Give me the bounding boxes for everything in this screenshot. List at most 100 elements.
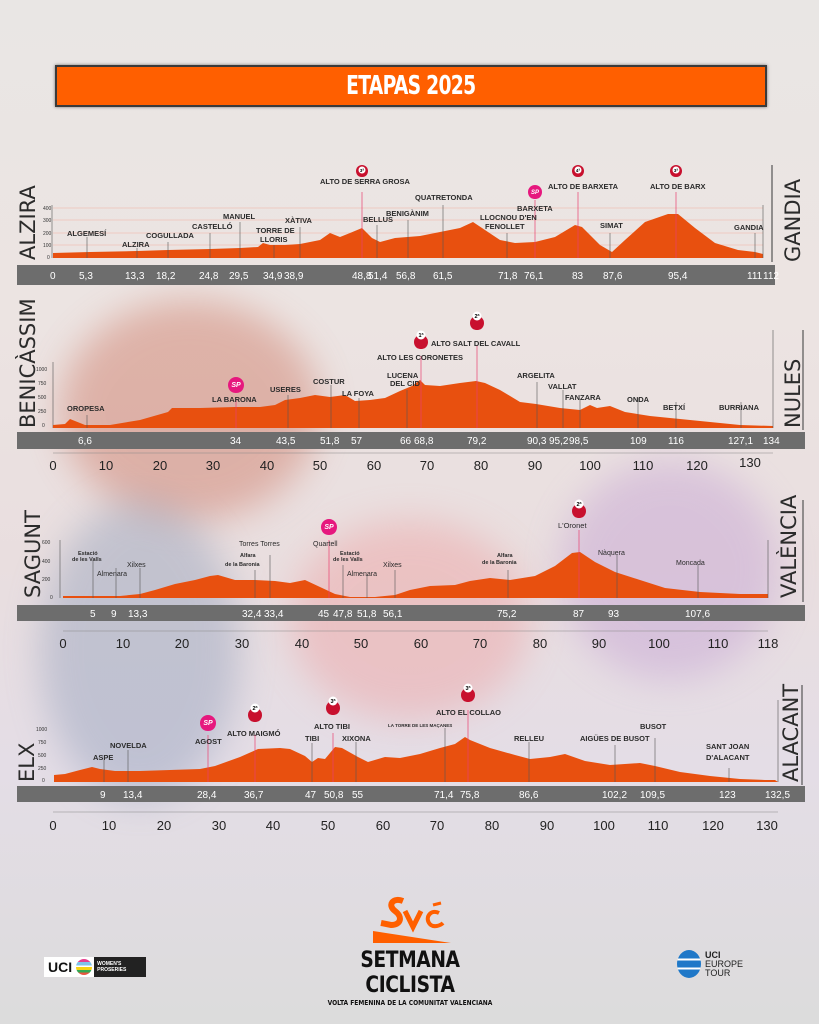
svg-text:71,4: 71,4 <box>434 790 454 801</box>
svg-text:57: 57 <box>351 436 363 447</box>
km-bar <box>17 265 775 285</box>
svg-text:NOVELDA: NOVELDA <box>110 741 147 750</box>
svg-text:LLORIS: LLORIS <box>260 235 288 244</box>
svg-text:50: 50 <box>313 458 327 473</box>
elevation-area <box>63 552 768 598</box>
climb-markers <box>207 710 469 782</box>
svg-text:30: 30 <box>212 818 226 833</box>
svg-text:de les Valls: de les Valls <box>72 557 102 563</box>
km-values: 5 9 13,3 32,4 33,4 45 47,8 51,8 56,1 75,… <box>90 609 710 620</box>
svg-text:132,5: 132,5 <box>765 790 790 801</box>
svg-text:RELLEU: RELLEU <box>514 734 544 743</box>
svg-text:30: 30 <box>206 458 220 473</box>
title-banner: ETAPAS 2025 <box>55 65 767 107</box>
stage-3-profile: 600 400 200 0 Estació de les Valls Almen… <box>17 494 805 651</box>
svg-text:Xilxes: Xilxes <box>383 562 402 569</box>
svg-text:100: 100 <box>593 818 615 833</box>
svg-text:90: 90 <box>592 636 606 651</box>
svg-text:83: 83 <box>572 271 584 282</box>
svg-text:Alfara: Alfara <box>497 553 514 559</box>
svg-text:6,6: 6,6 <box>78 436 92 447</box>
km-bar <box>17 605 805 621</box>
svg-text:109: 109 <box>630 436 647 447</box>
svg-text:USERES: USERES <box>270 385 301 394</box>
svg-text:de la Baronia: de la Baronia <box>225 562 260 568</box>
svg-text:Estació: Estació <box>78 551 98 557</box>
svg-text:20: 20 <box>153 458 167 473</box>
svg-text:90,3: 90,3 <box>527 436 547 447</box>
km-values: 6,6 34 43,5 51,8 57 66 68,8 79,2 90,3 95… <box>78 436 780 447</box>
svg-text:71,8: 71,8 <box>498 271 518 282</box>
stage-2-profile: 1000 750 500 250 0 OROPESA LA BARONA USE… <box>15 300 805 473</box>
svg-text:400: 400 <box>42 559 51 565</box>
svg-text:130: 130 <box>756 818 778 833</box>
svg-text:Xilxes: Xilxes <box>127 562 146 569</box>
svg-text:Moncada: Moncada <box>676 560 705 567</box>
svg-text:87: 87 <box>573 609 585 620</box>
svg-text:ALTO EL COLLAO: ALTO EL COLLAO <box>436 708 501 717</box>
svg-text:ALTO LES CORONETES: ALTO LES CORONETES <box>377 353 463 362</box>
x-axis: 0 10 20 30 40 50 60 70 80 90 100 110 120… <box>49 455 760 473</box>
svg-text:51,8: 51,8 <box>320 436 340 447</box>
svg-text:50: 50 <box>354 636 368 651</box>
svg-text:70: 70 <box>420 458 434 473</box>
svg-text:3ª: 3ª <box>330 698 336 705</box>
svg-text:60: 60 <box>376 818 390 833</box>
place-labels: OROPESA LA BARONA USERES COSTUR LA FOYA … <box>67 339 760 413</box>
svg-text:66: 66 <box>400 436 412 447</box>
svg-text:110: 110 <box>648 818 669 833</box>
stage-finish-label: ALACANT <box>779 684 803 782</box>
stage-start-label: BENICÀSSIM <box>15 300 40 428</box>
svg-text:LA BARONA: LA BARONA <box>212 395 257 404</box>
svg-text:0: 0 <box>42 778 45 784</box>
svg-text:40: 40 <box>295 636 309 651</box>
rainbow-globe-icon <box>76 959 93 975</box>
svg-text:29,5: 29,5 <box>229 271 249 282</box>
svg-text:34,9: 34,9 <box>263 271 283 282</box>
svg-text:SANT JOAN: SANT JOAN <box>706 742 749 751</box>
svg-text:48,8: 48,8 <box>352 271 372 282</box>
svg-text:CASTELLÓ: CASTELLÓ <box>192 222 233 231</box>
km-values: 9 13,4 28,4 36,7 47 50,8 55 71,4 75,8 86… <box>100 790 790 801</box>
svg-text:109,5: 109,5 <box>640 790 665 801</box>
stage-1-profile: 400 300 200 100 0 ALGEMESÍ ALZIRA COGULL… <box>16 165 805 285</box>
svg-text:134: 134 <box>763 436 780 447</box>
svg-text:OROPESA: OROPESA <box>67 404 105 413</box>
y-axis: 400 300 200 100 0 <box>43 206 52 261</box>
svg-text:38,9: 38,9 <box>284 271 304 282</box>
svg-text:4ª: 4ª <box>576 168 581 173</box>
svg-text:13,3: 13,3 <box>128 609 148 620</box>
svg-text:79,2: 79,2 <box>467 436 487 447</box>
svg-text:60: 60 <box>414 636 428 651</box>
km-markers <box>103 700 779 782</box>
svg-text:100: 100 <box>648 636 670 651</box>
sprint-badge-icon: SP <box>228 377 244 393</box>
y-axis: 600 400 200 0 <box>42 540 53 601</box>
climb-markers <box>328 530 580 598</box>
svg-text:ONDA: ONDA <box>627 395 650 404</box>
svg-text:LUCENA: LUCENA <box>387 371 419 380</box>
climb-markers <box>235 345 478 428</box>
svg-text:0: 0 <box>50 271 56 282</box>
svg-text:FANZARA: FANZARA <box>565 393 601 402</box>
svg-text:2ª: 2ª <box>474 313 480 320</box>
svg-text:500: 500 <box>38 395 47 401</box>
y-axis: 1000 750 500 250 0 <box>36 367 47 429</box>
kom-badge-icon: 3ª <box>461 683 475 702</box>
svg-text:ALZIRA: ALZIRA <box>122 240 150 249</box>
svg-text:45: 45 <box>318 609 330 620</box>
climb-markers <box>361 192 677 258</box>
svg-text:SP: SP <box>324 524 334 531</box>
svg-text:BARXETA: BARXETA <box>517 204 553 213</box>
svg-text:0: 0 <box>49 818 56 833</box>
svg-text:XÀTIVA: XÀTIVA <box>285 216 313 225</box>
svg-text:BENIGÀNIM: BENIGÀNIM <box>386 209 429 218</box>
elevation-area <box>53 380 773 428</box>
svg-text:28,4: 28,4 <box>197 790 217 801</box>
sprint-badge-icon: SP <box>321 519 337 535</box>
svg-text:9: 9 <box>111 609 117 620</box>
svg-text:47: 47 <box>305 790 317 801</box>
svg-text:111: 111 <box>747 271 763 282</box>
svg-text:0: 0 <box>59 636 66 651</box>
stage-start-label: ALZIRA <box>16 185 40 260</box>
